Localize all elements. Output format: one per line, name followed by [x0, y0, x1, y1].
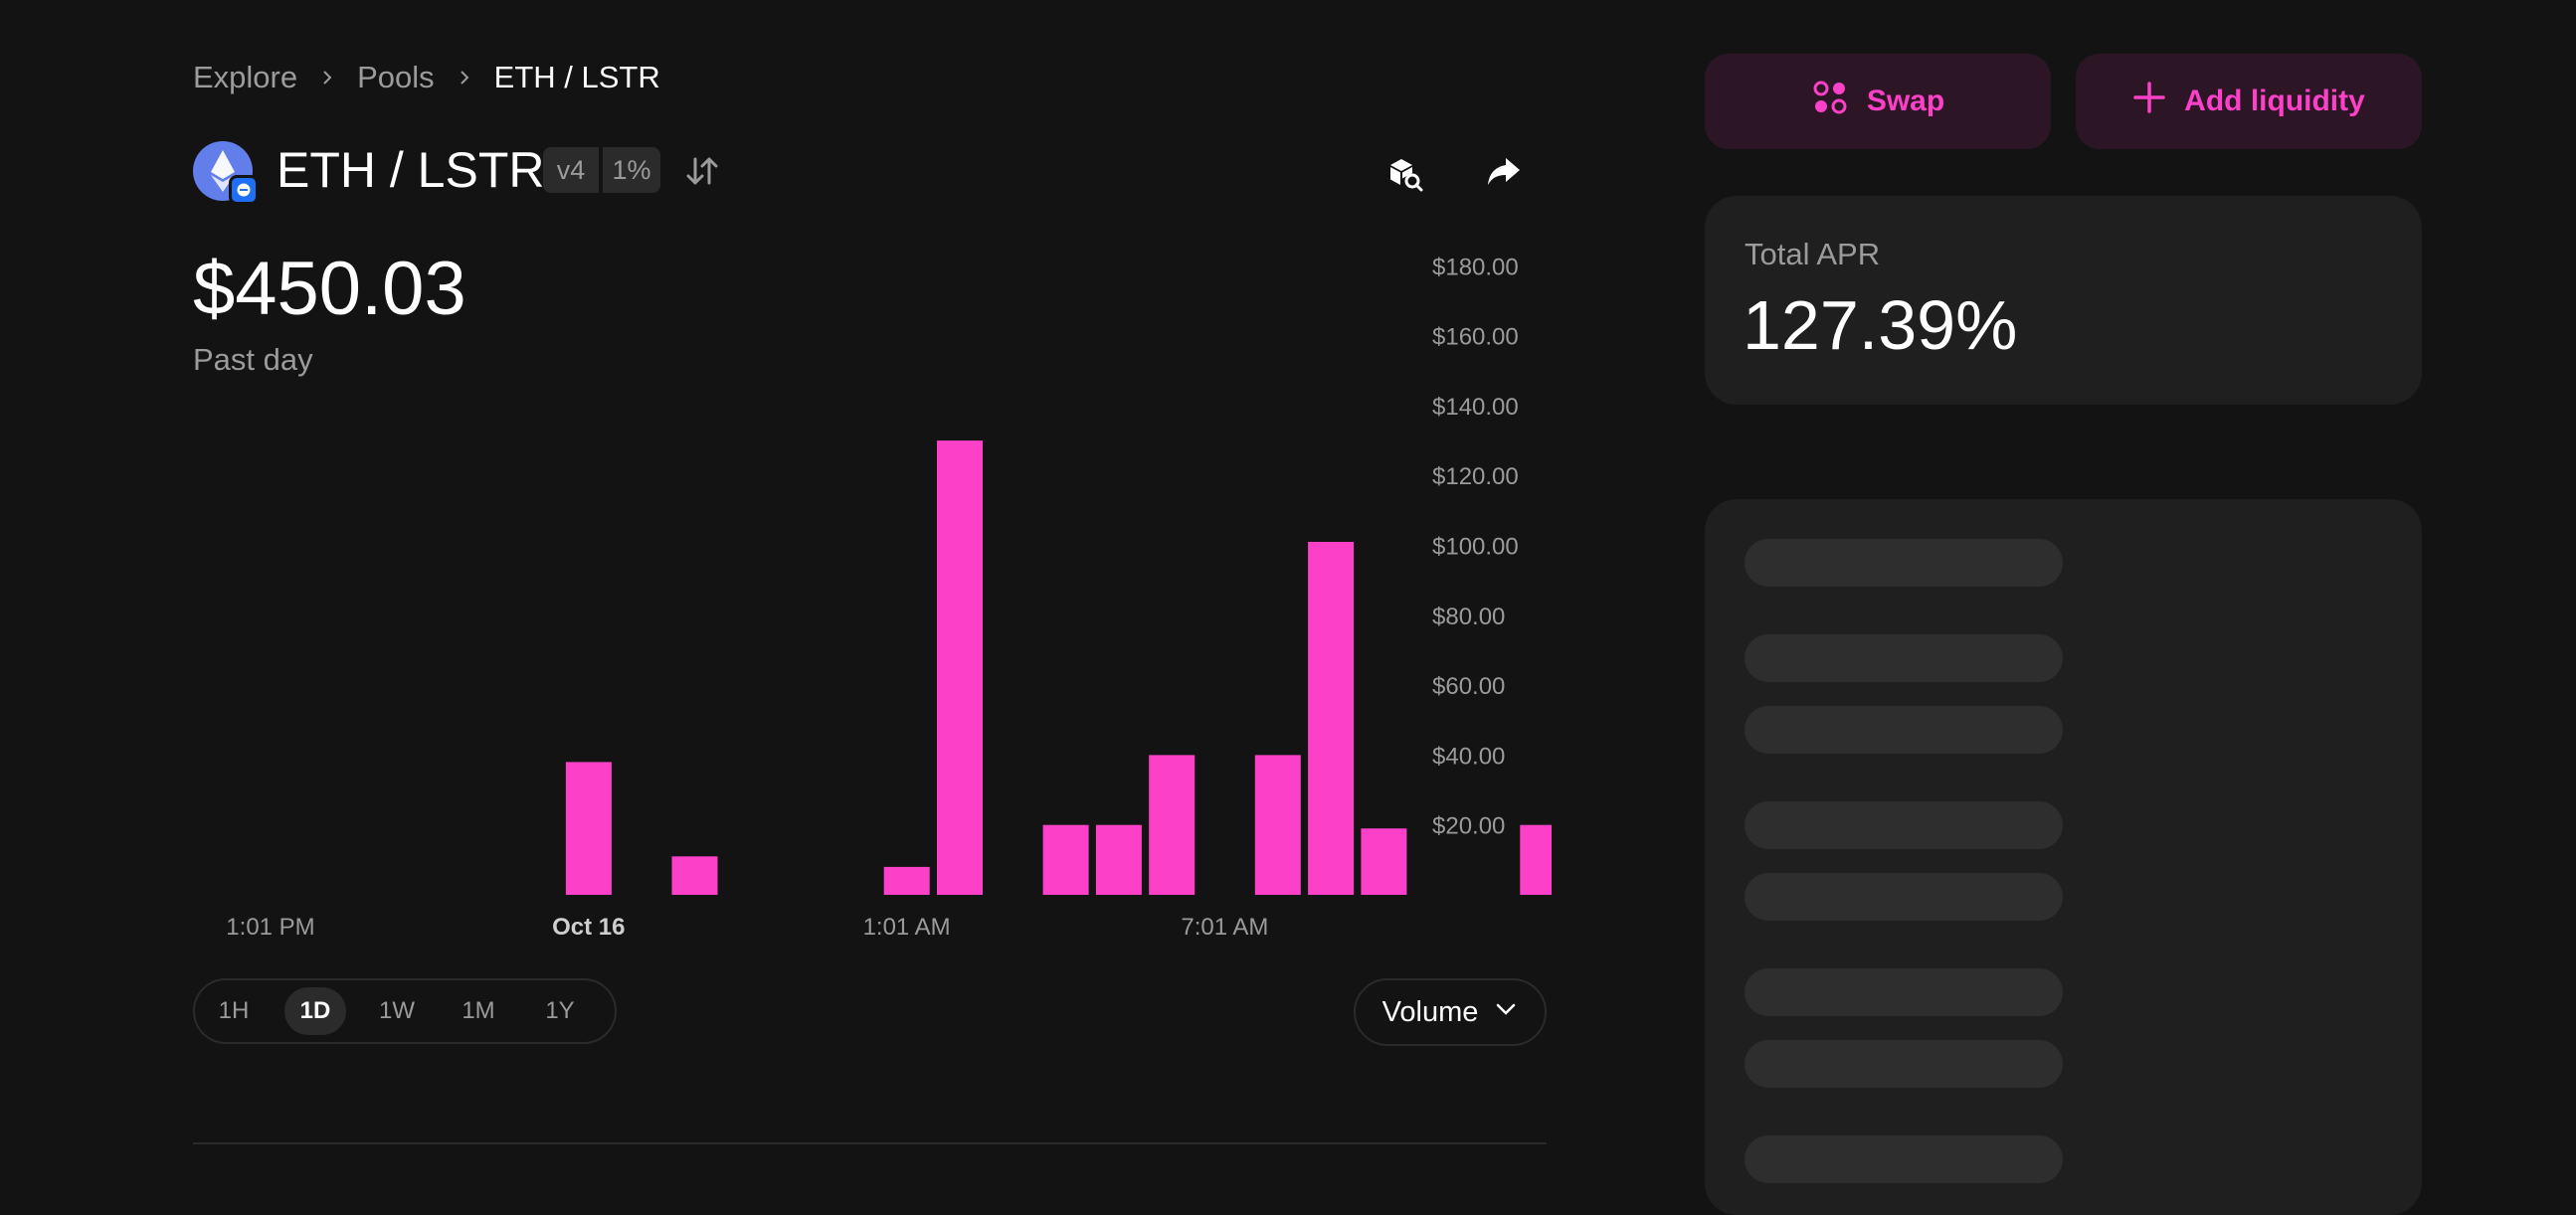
apr-label: Total APR	[1745, 237, 1881, 271]
volume-bar[interactable]	[1308, 542, 1355, 895]
y-axis-tick-label: $140.00	[1432, 394, 1519, 421]
plus-icon	[2132, 81, 2166, 122]
volume-bar[interactable]	[1095, 824, 1142, 895]
chart-metric-dropdown[interactable]: Volume	[1354, 978, 1547, 1046]
swap-arrows-icon[interactable]	[682, 151, 722, 191]
loading-skeleton	[1745, 539, 2063, 587]
y-axis-tick-label: $60.00	[1432, 673, 1505, 700]
chevron-right-icon	[453, 66, 476, 89]
breadcrumb-current: ETH / LSTR	[493, 60, 660, 94]
chevron-down-icon	[1494, 996, 1518, 1029]
range-1m-button[interactable]: 1M	[461, 997, 495, 1024]
version-badge: v4	[543, 147, 599, 193]
share-icon[interactable]	[1486, 153, 1522, 189]
y-axis-tick-label: $80.00	[1432, 604, 1505, 630]
price-period: Past day	[193, 342, 313, 377]
breadcrumb-pools-link[interactable]: Pools	[357, 60, 435, 94]
volume-bar[interactable]	[1520, 824, 1552, 895]
x-axis-tick-label: 1:01 PM	[226, 914, 314, 941]
price-value: $450.03	[193, 247, 466, 331]
y-axis-tick-label: $40.00	[1432, 743, 1505, 770]
range-1d-button[interactable]: 1D	[284, 987, 346, 1035]
pool-stats-card	[1705, 499, 2422, 1215]
range-1w-button[interactable]: 1W	[379, 997, 415, 1024]
add-liquidity-button[interactable]: Add liquidity	[2076, 54, 2422, 149]
volume-bar[interactable]	[565, 762, 612, 895]
loading-skeleton	[1745, 1040, 2063, 1088]
page-title: ETH / LSTR	[276, 142, 545, 198]
loading-skeleton	[1745, 968, 2063, 1016]
breadcrumb-explore-link[interactable]: Explore	[193, 60, 298, 94]
block-explorer-icon[interactable]	[1384, 153, 1424, 193]
volume-bar[interactable]	[1254, 755, 1301, 895]
volume-bar[interactable]	[1042, 824, 1089, 895]
breadcrumb: Explore Pools ETH / LSTR	[193, 56, 660, 99]
y-axis-tick-label: $120.00	[1432, 463, 1519, 490]
chain-badge-icon	[229, 175, 259, 205]
x-axis-tick-label: Oct 16	[552, 914, 625, 941]
swap-button[interactable]: Swap	[1705, 54, 2051, 149]
add-liquidity-button-label: Add liquidity	[2184, 85, 2365, 117]
loading-skeleton	[1745, 1135, 2063, 1183]
volume-bar[interactable]	[1361, 828, 1407, 895]
y-axis-tick-label: $160.00	[1432, 324, 1519, 351]
section-divider	[193, 1142, 1547, 1144]
apr-value: 127.39%	[1743, 286, 2018, 364]
apr-card	[1705, 196, 2422, 405]
loading-skeleton	[1745, 706, 2063, 754]
x-axis-tick-label: 1:01 AM	[863, 914, 951, 941]
loading-skeleton	[1745, 801, 2063, 849]
y-axis-tick-label: $100.00	[1432, 534, 1519, 561]
swap-icon	[1811, 79, 1849, 124]
loading-skeleton	[1745, 634, 2063, 682]
volume-bar[interactable]	[937, 440, 983, 895]
range-1y-button[interactable]: 1Y	[545, 997, 575, 1024]
volume-chart[interactable]: $20.00 $40.00 $60.00 $80.00 $100.00 $120.00 $1…	[0, 0, 1552, 974]
y-axis-tick-label: $20.00	[1432, 813, 1505, 840]
loading-skeleton	[1745, 873, 2063, 921]
x-axis-tick-label: 7:01 AM	[1181, 914, 1268, 941]
chart-metric-value: Volume	[1381, 995, 1479, 1028]
volume-bar[interactable]	[1149, 755, 1196, 895]
volume-bar[interactable]	[671, 856, 718, 895]
chevron-right-icon	[315, 66, 339, 89]
time-range-selector: 1H 1D 1W 1M 1Y	[193, 978, 617, 1044]
fee-badge: 1%	[603, 147, 660, 193]
volume-bar[interactable]	[883, 866, 930, 895]
y-axis-tick-label: $180.00	[1432, 254, 1519, 280]
range-1h-button[interactable]: 1H	[218, 997, 250, 1024]
swap-button-label: Swap	[1866, 85, 1945, 117]
